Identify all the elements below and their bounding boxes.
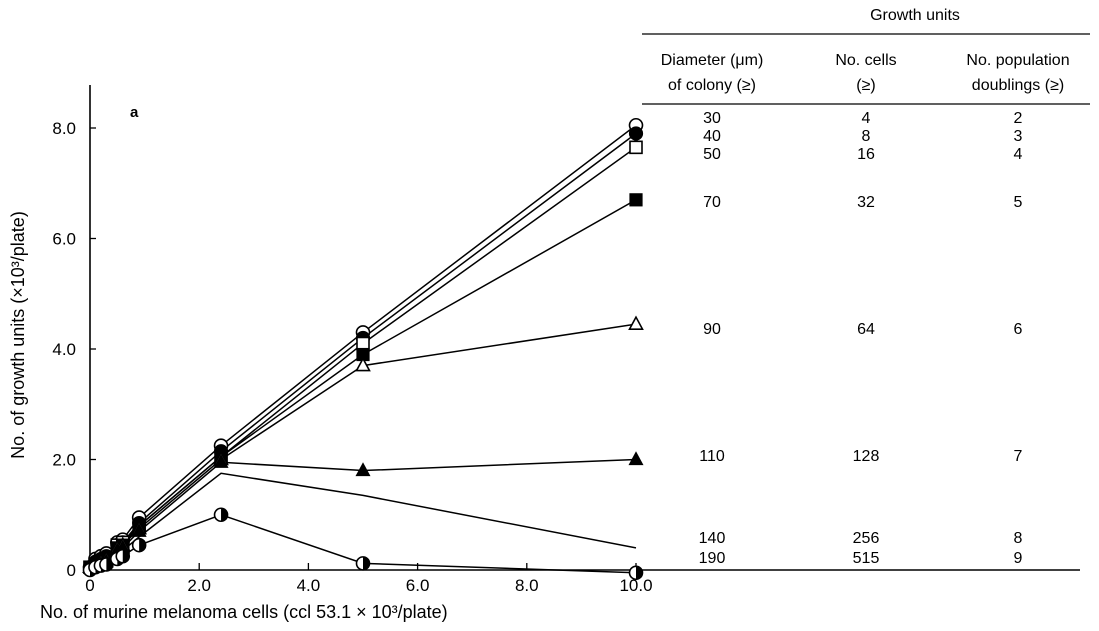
data-point-triangle-filled — [355, 462, 371, 477]
y-tick-label: 6.0 — [52, 230, 76, 249]
table-cell: 32 — [857, 194, 875, 211]
table-column-header: Diameter (μm) — [661, 52, 764, 69]
x-tick-label: 10.0 — [619, 576, 652, 595]
y-axis-title: No. of growth units (×10³/plate) — [8, 211, 28, 459]
table-rows: 30 4 2 40 8 3 50 16 4 70 32 5 90 64 6 110 128 7 140 256 8 190… — [699, 110, 1023, 567]
data-point-circle-half-filled — [213, 507, 229, 523]
data-point-circle-half-filled — [131, 537, 147, 553]
table-cell: 7 — [1014, 448, 1023, 465]
table-headers: Diameter (μm) of colony (≥) No. cells (≥) No… — [661, 52, 1070, 94]
table-cell: 40 — [703, 128, 721, 145]
table-column-header: No. cells — [835, 52, 896, 69]
table-column-header: (≥) — [856, 77, 875, 94]
data-point-square-filled — [629, 193, 643, 207]
data-point-triangle-filled — [213, 454, 229, 468]
table-column-header: of colony (≥) — [668, 77, 756, 94]
data-point-triangle-filled — [628, 451, 644, 466]
data-point-triangle-filled — [131, 523, 147, 537]
table-cell: 140 — [699, 530, 726, 547]
x-ticks: 0 2.0 4.0 6.0 8.0 10.0 — [85, 563, 653, 595]
table-column-header: No. population — [966, 52, 1069, 69]
panel-label: a — [130, 104, 139, 121]
data-point-circle-half-filled — [355, 556, 371, 571]
table-cell: 30 — [703, 110, 721, 127]
series-line-none — [89, 472, 637, 570]
table-column-header: doublings (≥) — [972, 77, 1064, 94]
table-cell: 90 — [703, 321, 721, 338]
data-point-square-open — [356, 336, 370, 351]
table-cell: 515 — [853, 550, 880, 567]
table-cell: 8 — [862, 128, 871, 145]
x-tick-label: 8.0 — [515, 576, 539, 595]
table-cell: 64 — [857, 321, 875, 338]
y-tick-label: 0 — [67, 561, 76, 580]
y-tick-label: 2.0 — [52, 451, 76, 470]
table-cell: 256 — [853, 530, 880, 547]
table-cell: 70 — [703, 194, 721, 211]
table-group-header: Growth units — [870, 7, 960, 24]
data-point-triangle-open — [628, 315, 644, 330]
data-point-circle-filled — [628, 126, 644, 141]
table-cell: 5 — [1014, 194, 1023, 211]
x-tick-label: 0 — [85, 576, 94, 595]
data-point-triangle-open — [355, 356, 371, 372]
data-point-circle-half-filled — [628, 565, 644, 581]
y-tick-label: 4.0 — [52, 340, 76, 359]
table-cell: 128 — [853, 448, 880, 465]
data-point-square-open — [629, 140, 643, 155]
table-cell: 16 — [857, 146, 875, 163]
table-cell: 8 — [1014, 530, 1023, 547]
x-axis-title: No. of murine melanoma cells (ccl 53.1 ×… — [40, 602, 448, 622]
y-tick-label: 8.0 — [52, 119, 76, 138]
x-tick-label: 6.0 — [406, 576, 430, 595]
x-tick-label: 2.0 — [187, 576, 211, 595]
table-cell: 6 — [1014, 321, 1023, 338]
table-cell: 2 — [1014, 110, 1023, 127]
table-cell: 190 — [699, 550, 726, 567]
data-point-circle-half-filled — [115, 548, 131, 564]
x-tick-label: 4.0 — [297, 576, 321, 595]
table-cell: 4 — [1014, 146, 1023, 163]
table-cell: 110 — [699, 448, 725, 465]
table-cell: 3 — [1014, 128, 1023, 145]
table-cell: 50 — [703, 146, 721, 163]
series-markers — [82, 117, 644, 581]
table-cell: 4 — [862, 110, 871, 127]
table-cell: 9 — [1014, 550, 1023, 567]
